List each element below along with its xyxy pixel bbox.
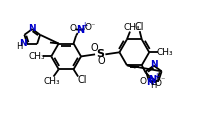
Text: +: + — [81, 21, 87, 30]
Text: O: O — [91, 43, 98, 53]
Text: O: O — [140, 77, 146, 86]
Text: CH₃: CH₃ — [123, 22, 140, 31]
Text: O: O — [97, 56, 105, 66]
Text: N: N — [76, 25, 84, 35]
Text: CH₃: CH₃ — [28, 52, 45, 61]
Text: O: O — [69, 24, 76, 33]
Text: S: S — [96, 49, 104, 59]
Text: N: N — [28, 24, 36, 33]
Text: Cl: Cl — [77, 75, 87, 85]
Text: N: N — [146, 78, 154, 87]
Text: O: O — [84, 23, 91, 32]
Text: CH₃: CH₃ — [44, 77, 60, 86]
Text: N: N — [148, 75, 156, 85]
Text: ⁻: ⁻ — [90, 21, 94, 30]
Text: N: N — [19, 39, 27, 48]
Text: H: H — [150, 81, 157, 90]
Text: O: O — [154, 79, 161, 88]
Text: +: + — [154, 72, 160, 81]
Text: ⁻: ⁻ — [160, 76, 165, 85]
Text: CH₃: CH₃ — [156, 48, 173, 57]
Text: N: N — [150, 60, 158, 69]
Text: Cl: Cl — [134, 22, 144, 32]
Text: H: H — [16, 42, 23, 51]
